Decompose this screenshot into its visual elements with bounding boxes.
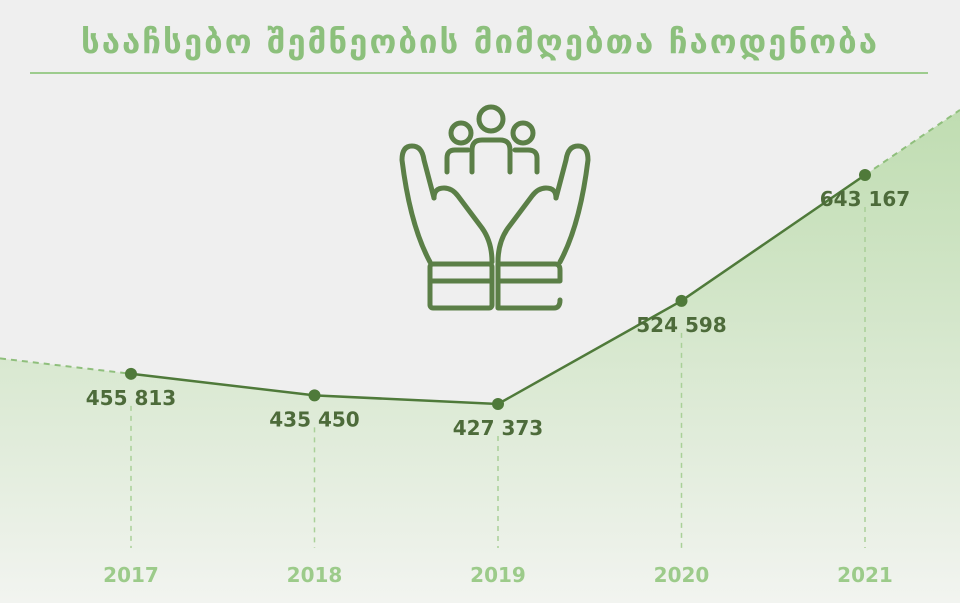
x-tick-label-2017: 2017 [103, 563, 159, 587]
title-underline [30, 72, 928, 74]
value-label-2018: 435 450 [269, 407, 359, 431]
x-tick-label-2021: 2021 [837, 563, 893, 587]
value-label-2020: 524 598 [636, 313, 726, 337]
value-label-2017: 455 813 [86, 386, 176, 410]
value-labels: 455 813 435 450 427 373 524 598 643 167 [86, 187, 910, 440]
data-point-2020 [675, 294, 688, 307]
value-label-2021: 643 167 [820, 187, 910, 211]
data-point-2019 [492, 398, 504, 410]
chart-area-fill [0, 109, 960, 603]
drop-lines [130, 207, 866, 548]
value-label-2019: 427 373 [453, 416, 543, 440]
x-tick-label-2020: 2020 [654, 563, 710, 587]
year-labels: 2017 2018 2019 2020 2021 [103, 563, 893, 587]
chart-title: სააჩსებო შემნეობის მიმღებთა ჩაოდენობა [81, 22, 879, 61]
data-point-2017 [125, 367, 137, 380]
line-extension-right [864, 109, 960, 176]
x-tick-label-2018: 2018 [287, 563, 343, 587]
data-point-2018 [308, 389, 321, 402]
hands-holding-people-icon [399, 104, 591, 311]
data-point-2021 [859, 169, 871, 181]
x-tick-label-2019: 2019 [470, 563, 526, 587]
data-points [125, 169, 871, 410]
